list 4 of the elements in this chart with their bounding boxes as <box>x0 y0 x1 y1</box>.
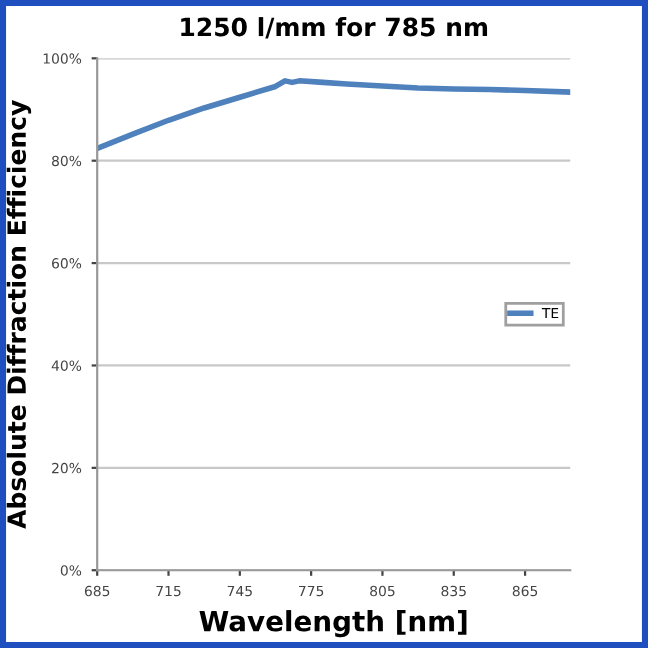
x-axis-title: Wavelength [nm] <box>199 610 467 638</box>
line-series <box>97 78 571 152</box>
chart-title: 1250 l/mm for 785 nm <box>181 17 488 39</box>
y-axis-title: Absolute Diffraction Efficiency <box>6 100 32 529</box>
